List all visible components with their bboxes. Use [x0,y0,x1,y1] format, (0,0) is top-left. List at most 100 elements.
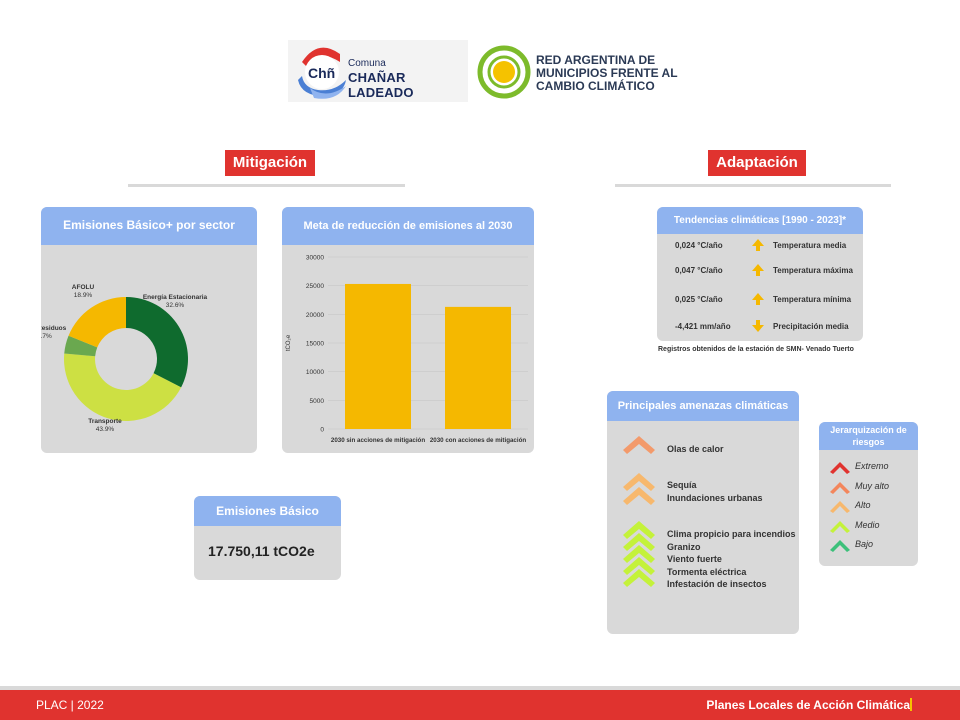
threat-item: Clima propicio para incendios [667,529,796,539]
threat-item: Sequía [667,480,697,490]
risk-legend-title: Jerarquización de riesgos [819,422,918,450]
x-tick-label: 2030 con acciones de mitigación [430,437,527,444]
threat-group-medium: Clima propicio para incendios Granizo Vi… [667,528,796,591]
red-logo-line2: MUNICIPIOS FRENTE AL [536,66,678,80]
y-tick-label: 20000 [306,312,324,319]
chevron-up-icon [830,462,850,474]
comuna-logo: Chñ Comuna CHAÑAR LADEADO [288,40,468,102]
comuna-name: CHAÑAR LADEADO [348,70,414,100]
arrow-up-icon [752,264,764,276]
y-tick-label: 10000 [306,369,324,376]
donut-label-pct: 18.9% [74,292,93,299]
legend-label: Bajo [855,539,874,549]
threat-item: Inundaciones urbanas [667,492,763,503]
trend-label: Precipitación media [773,322,849,331]
meta-title: Meta de reducción de emisiones al 2030 [282,207,534,245]
donut-slice [64,353,182,421]
trends-card: Tendencias climáticas [1990 - 2023]* 0,0… [657,207,863,341]
red-logo-line3: CAMBIO CLIMÁTICO [536,79,655,93]
y-tick-label: 15000 [306,341,324,348]
chevron-up-icon [623,521,655,587]
donut-label-pct: 32.6% [166,302,185,309]
comuna-label: Comuna [348,58,386,69]
threat-item: Tormenta eléctrica [667,566,747,577]
legend-item-very-high: Muy alto [829,478,918,496]
y-tick-label: 0 [320,427,324,434]
comuna-logo-initials: Chñ [308,65,335,81]
donut-slice [126,297,188,388]
trend-row: 0,025 °C/año Temperatura mínima [657,290,863,310]
threats-card: Principales amenazas climáticas Olas de … [607,391,799,634]
y-tick-label: 5000 [310,398,325,405]
adaptation-title: Adaptación [708,150,806,176]
donut-label-pct: 4.7% [41,333,52,340]
trend-value: 0,025 °C/año [675,295,723,304]
donut-slice [64,335,98,357]
arrow-up-icon [752,293,764,305]
red-logo-icon [477,45,531,99]
bar [445,306,511,429]
red-logo-line1: RED ARGENTINA DE [536,53,656,67]
threat-group-very-high: Olas de calor [667,443,724,456]
chevron-up-icon [623,473,655,505]
trend-value: 0,047 °C/año [675,266,723,275]
adaptation-divider [615,184,891,187]
chevron-up-icon [623,436,655,454]
arrow-down-icon [752,320,764,332]
chevron-up-icon [830,521,850,533]
footer-accent-bar [910,698,912,711]
trend-row: 0,047 °C/año Temperatura máxima [657,261,863,281]
trend-row: -4,421 mm/año Precipitación media [657,317,863,337]
trend-value: -4,421 mm/año [675,322,731,331]
donut-label-name: Energía Estacionaria [143,294,208,301]
legend-item-medium: Medio [829,517,918,535]
legend-label: Extremo [855,461,889,471]
donut-label-name: Residuos [41,325,67,332]
basic-emissions-title: Emisiones Básico [194,496,341,526]
chevron-up-icon [830,482,850,494]
trend-label: Temperatura mínima [773,295,852,304]
basic-emissions-card: Emisiones Básico 17.750,11 tCO2e [194,496,341,580]
footer-left-text: PLAC | 2022 [36,698,104,712]
comuna-logo-mark: Chñ [298,47,346,99]
mitigation-title: Mitigación [225,150,315,176]
legend-item-low: Bajo [829,536,918,554]
legend-item-high: Alto [829,497,918,515]
red-logo-text: RED ARGENTINA DE MUNICIPIOS FRENTE AL CA… [536,54,736,93]
emissions-sector-title: Emisiones Básico+ por sector [41,207,257,245]
legend-item-extreme: Extremo [829,458,918,476]
donut-label-name: Transporte [88,418,122,425]
threat-item: Viento fuerte [667,554,722,564]
y-tick-label: 30000 [306,255,324,262]
legend-label: Muy alto [855,481,890,491]
threats-title: Principales amenazas climáticas [607,391,799,421]
meta-bar-chart: 0 5000 10000 15000 20000 25000 30000 tCO₂e 2030 … [286,255,528,444]
trend-label: Temperatura máxima [773,266,853,275]
chevron-up-icon [830,501,850,513]
footer-divider [0,686,960,690]
arrow-up-icon [752,239,764,251]
threat-group-high: Sequía Inundaciones urbanas [667,479,763,504]
y-tick-label: 25000 [306,283,324,290]
threat-item: Olas de calor [667,444,724,454]
y-axis-label: tCO₂e [286,334,292,351]
threat-item: Granizo [667,541,701,552]
donut-label-pct: 43.9% [96,426,115,433]
legend-label: Medio [855,520,880,530]
trend-value: 0,024 °C/año [675,241,723,250]
trends-title: Tendencias climáticas [1990 - 2023]* [657,207,863,234]
trend-label: Temperatura media [773,241,847,250]
legend-label: Alto [855,500,871,510]
footer: PLAC | 2022 Planes Locales de Acción Cli… [0,690,960,720]
footer-right-text: Planes Locales de Acción Climática [706,698,910,712]
threat-item: Infestación de insectos [667,579,767,589]
chevron-up-icon [830,540,850,552]
donut-slice [68,297,126,348]
trend-row: 0,024 °C/año Temperatura media [657,236,863,256]
risk-legend-card: Jerarquización de riesgos Extremo Muy al… [819,422,918,566]
donut-label-name: AFOLU [72,284,95,291]
mitigation-divider [128,184,405,187]
x-tick-label: 2030 sin acciones de mitigación [331,437,425,444]
trends-footnote: Registros obtenidos de la estación de SM… [658,346,854,353]
